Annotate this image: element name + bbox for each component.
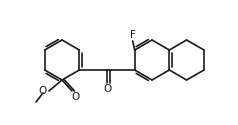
Text: O: O [71,92,79,102]
Text: F: F [130,30,136,40]
Text: O: O [104,84,112,94]
Text: O: O [39,86,47,96]
